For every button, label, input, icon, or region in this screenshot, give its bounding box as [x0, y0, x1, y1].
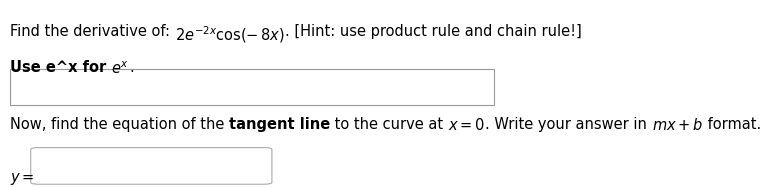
Text: . Write your answer in: . Write your answer in [485, 117, 652, 132]
Text: Find the derivative of:: Find the derivative of: [10, 24, 175, 39]
Text: $x = 0$: $x = 0$ [448, 117, 485, 133]
FancyBboxPatch shape [30, 148, 272, 184]
Text: $2e^{-2x}\mathrm{cos}(-\,8x)$: $2e^{-2x}\mathrm{cos}(-\,8x)$ [175, 24, 285, 45]
Text: $e^x$: $e^x$ [111, 60, 129, 77]
Text: . [Hint: use product rule and chain rule!]: . [Hint: use product rule and chain rule… [285, 24, 581, 39]
Text: $mx + b$: $mx + b$ [652, 117, 703, 133]
Text: Use e^x for: Use e^x for [10, 60, 111, 75]
Text: $y =$: $y =$ [10, 171, 34, 187]
Text: format.: format. [703, 117, 762, 132]
Text: Now, find the equation of the: Now, find the equation of the [10, 117, 229, 132]
Text: to the curve at: to the curve at [331, 117, 448, 132]
Text: .: . [129, 60, 134, 75]
FancyBboxPatch shape [10, 69, 494, 105]
Text: tangent line: tangent line [229, 117, 331, 132]
